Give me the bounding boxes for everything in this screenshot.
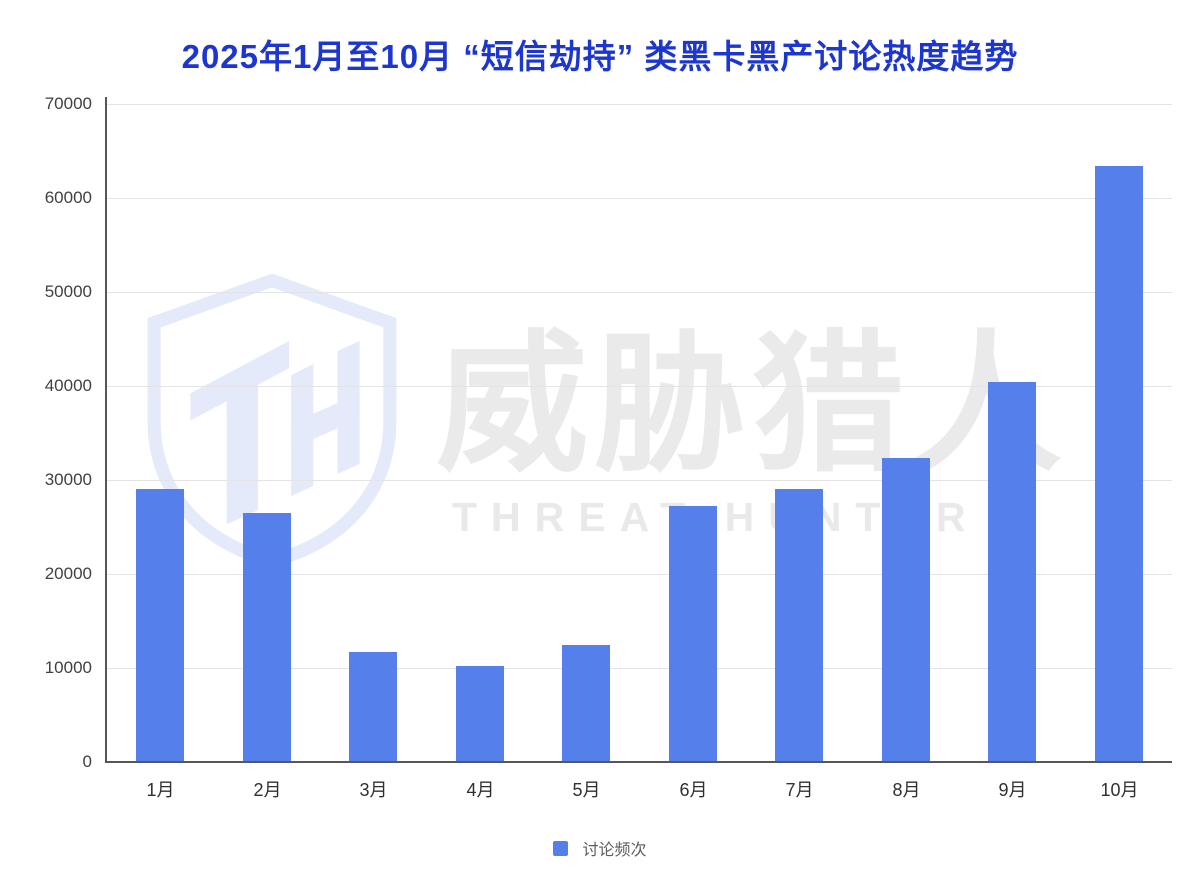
- y-tick-label: 20000: [44, 564, 92, 583]
- x-axis-line: [105, 761, 1172, 763]
- y-tick-label: 10000: [44, 658, 92, 677]
- legend-swatch-icon: [553, 840, 569, 856]
- y-axis-line: [105, 97, 107, 763]
- bar-1月: [136, 489, 184, 761]
- bar-4月: [456, 666, 504, 761]
- y-tick-label: 70000: [44, 94, 92, 113]
- y-tick-label: 0: [82, 752, 92, 771]
- gridline: [107, 574, 1172, 575]
- y-tick-label: 50000: [44, 282, 92, 301]
- x-tick-label: 4月: [466, 780, 495, 800]
- gridline: [107, 480, 1172, 481]
- x-tick-label: 7月: [785, 780, 814, 800]
- x-tick-label: 8月: [892, 780, 921, 800]
- legend: 讨论频次: [0, 836, 1200, 860]
- y-tick-label: 60000: [44, 188, 92, 207]
- x-tick-label: 9月: [998, 780, 1027, 800]
- gridline: [107, 386, 1172, 387]
- bar-2月: [243, 513, 291, 761]
- y-tick-label: 40000: [44, 376, 92, 395]
- chart-title: 2025年1月至10月 “短信劫持” 类黑卡黑产讨论热度趋势: [181, 38, 1019, 75]
- y-tick-label: 30000: [44, 470, 92, 489]
- bar-10月: [1095, 166, 1143, 761]
- x-tick-label: 2月: [253, 780, 282, 800]
- x-tick-label: 10月: [1100, 780, 1139, 800]
- gridline: [107, 668, 1172, 669]
- x-tick-label: 1月: [146, 780, 175, 800]
- watermark-cn-text: 威胁猎人: [436, 320, 1068, 490]
- legend-label: 讨论频次: [582, 842, 647, 859]
- bar-9月: [988, 382, 1036, 761]
- x-tick-label: 5月: [572, 780, 601, 800]
- gridline: [107, 104, 1172, 105]
- bar-3月: [349, 652, 397, 761]
- x-tick-label: 3月: [359, 780, 388, 800]
- bar-5月: [562, 645, 610, 761]
- bar-6月: [669, 506, 717, 761]
- gridline: [107, 198, 1172, 199]
- bar-7月: [775, 489, 823, 761]
- gridline: [107, 292, 1172, 293]
- bar-8月: [882, 458, 930, 761]
- x-tick-label: 6月: [679, 780, 708, 800]
